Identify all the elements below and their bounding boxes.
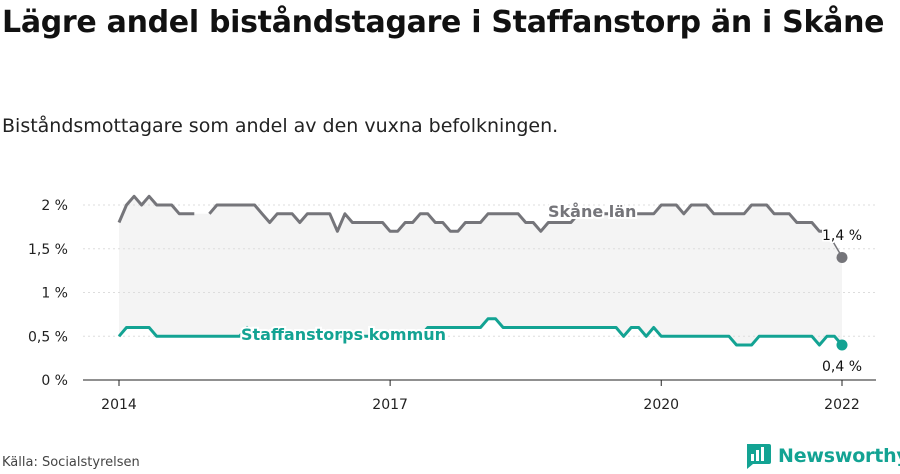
skane-series-end-point: [836, 252, 848, 263]
end-label-leader: [831, 239, 841, 254]
x-tick-label: 2020: [643, 397, 679, 413]
bar-chart-icon: [747, 444, 771, 469]
range-band: [119, 196, 842, 345]
end-value-skane: 1,4 %: [822, 228, 862, 244]
staffanstorp-series-line: [117, 317, 844, 347]
y-tick-label: 1 %: [41, 286, 68, 302]
chart-subtitle: Biståndsmottagare som andel av den vuxna…: [2, 115, 559, 137]
x-tick-label: 2022: [824, 397, 860, 413]
brand-logo: Newsworthy: [744, 442, 900, 470]
source-note: Källa: Socialstyrelsen: [2, 455, 140, 470]
staffanstorp-series-end-point: [836, 339, 848, 351]
end-value-staffanstorp: 0,4 %: [822, 359, 862, 375]
x-tick-label: 2017: [372, 397, 408, 413]
series-label-skane: Skåne län: [548, 202, 636, 221]
y-tick-label: 0,5 %: [28, 329, 68, 345]
series-label-staffanstorp: Staffanstorps kommun: [241, 325, 446, 344]
brand-name: Newsworthy: [778, 445, 900, 467]
y-tick-label: 1,5 %: [28, 242, 68, 258]
skane-series-line: [208, 203, 827, 233]
y-tick-label: 2 %: [41, 198, 68, 214]
x-tick-label: 2014: [101, 397, 137, 413]
chart-title: Lägre andel biståndstagare i Staffanstor…: [2, 5, 885, 40]
skane-series-line: [117, 194, 195, 224]
y-tick-label: 0 %: [41, 373, 68, 389]
